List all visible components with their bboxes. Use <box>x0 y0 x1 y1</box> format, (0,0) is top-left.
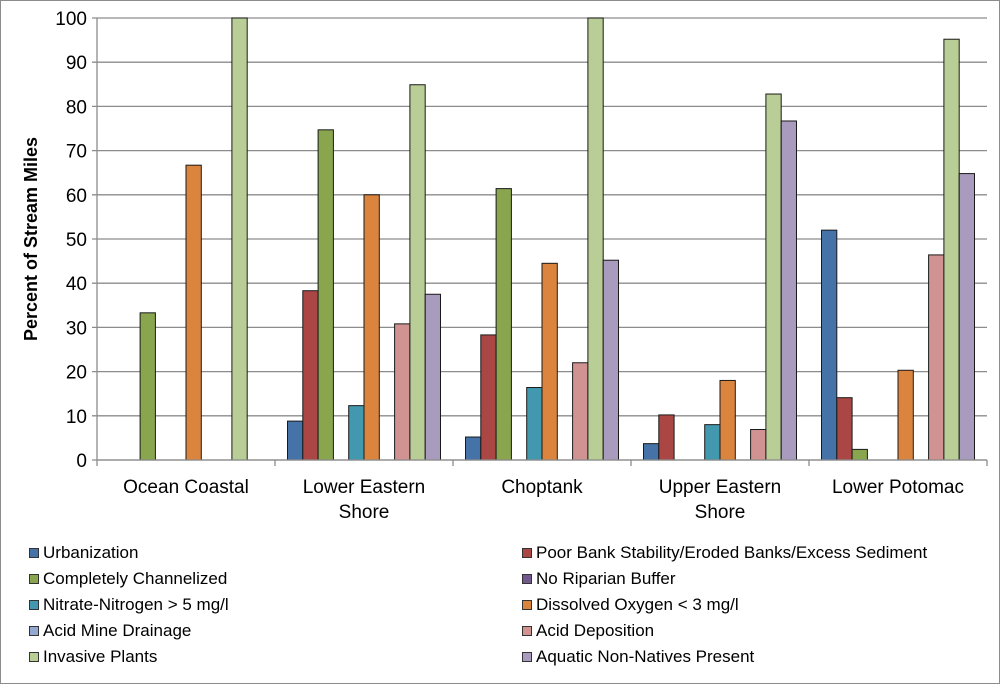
legend-label: No Riparian Buffer <box>536 569 676 588</box>
bar <box>572 362 589 461</box>
bar <box>363 194 380 461</box>
bar <box>424 293 442 461</box>
bar <box>765 93 782 461</box>
legend-swatch <box>29 600 39 610</box>
bar <box>394 323 411 461</box>
legend-item: Dissolved Oxygen < 3 mg/l <box>522 595 739 615</box>
x-tick-label: Shore <box>695 502 746 523</box>
bar <box>602 259 620 461</box>
y-tick-label: 30 <box>66 318 87 339</box>
x-tick-label: Lower Potomac <box>832 477 964 498</box>
y-axis-ticks: 0 10 20 30 40 50 60 70 80 90 100 <box>55 9 87 472</box>
bars <box>139 17 976 461</box>
y-tick-label: 80 <box>66 97 87 118</box>
x-tick-label: Choptank <box>501 477 583 498</box>
axes <box>96 18 988 466</box>
y-tick-label: 10 <box>66 407 87 428</box>
bar <box>139 312 156 461</box>
legend-item: Urbanization <box>29 543 138 563</box>
legend-label: Invasive Plants <box>43 647 158 666</box>
bar <box>287 420 304 461</box>
bar <box>587 17 604 461</box>
legend-swatch <box>522 626 532 636</box>
y-tick-label: 50 <box>66 230 87 251</box>
legend-label: Dissolved Oxygen < 3 mg/l <box>536 595 739 614</box>
legend-item: Acid Deposition <box>522 621 654 641</box>
legend-swatch <box>522 652 532 662</box>
bar <box>317 129 334 461</box>
x-axis-labels: Ocean Coastal Lower Eastern Shore Choptank U… <box>123 477 964 523</box>
bar <box>495 188 512 461</box>
y-tick-label: 90 <box>66 53 87 74</box>
legend-swatch <box>522 600 532 610</box>
bar <box>897 369 914 461</box>
bar <box>821 229 838 461</box>
legend-label: Urbanization <box>43 543 139 562</box>
bar <box>958 173 976 461</box>
y-tick-label: 20 <box>66 363 87 384</box>
bar <box>643 443 660 461</box>
bar <box>928 254 945 461</box>
bar <box>943 38 960 461</box>
legend-item: Poor Bank Stability/Eroded Banks/Excess … <box>522 543 927 563</box>
bar-chart: 0 10 20 30 40 50 60 70 80 90 100 Ocean Coastal Lowe… <box>21 9 988 523</box>
bar <box>780 120 798 461</box>
legend-label: Acid Deposition <box>536 621 655 640</box>
x-tick-label: Ocean Coastal <box>123 477 249 498</box>
legend-swatch <box>29 626 39 636</box>
legend-swatch <box>522 548 532 558</box>
legend-label: Poor Bank Stability/Eroded Banks/Excess … <box>536 543 928 562</box>
legend-label: Acid Mine Drainage <box>43 621 192 640</box>
legend-item: Completely Channelized <box>29 569 227 589</box>
legend-item: Acid Mine Drainage <box>29 621 191 641</box>
bar <box>409 84 426 461</box>
legend-item: No Riparian Buffer <box>522 569 676 589</box>
bar <box>836 397 853 461</box>
y-tick-label: 70 <box>66 142 87 163</box>
y-tick-label: 0 <box>76 451 87 472</box>
bar <box>302 290 319 461</box>
bar <box>719 379 736 461</box>
legend-swatch <box>29 652 39 662</box>
y-tick-label: 100 <box>55 9 87 30</box>
bar <box>851 448 868 461</box>
bar <box>480 334 497 461</box>
bar <box>465 436 482 461</box>
legend-item: Nitrate-Nitrogen > 5 mg/l <box>29 595 229 615</box>
legend-label: Nitrate-Nitrogen > 5 mg/l <box>43 595 229 614</box>
bar <box>704 424 721 461</box>
y-tick-label: 60 <box>66 186 87 207</box>
bar <box>185 164 202 461</box>
bar <box>658 414 675 461</box>
legend-label: Completely Channelized <box>43 569 228 588</box>
legend-item: Invasive Plants <box>29 647 157 667</box>
bar <box>541 262 558 461</box>
bar <box>526 387 543 461</box>
bar <box>348 405 365 461</box>
legend-swatch <box>29 574 39 584</box>
bar <box>231 17 248 461</box>
legend-swatch <box>29 548 39 558</box>
x-tick-label: Upper Eastern <box>659 477 782 498</box>
legend-swatch <box>522 574 532 584</box>
legend-label: Aquatic Non-Natives Present <box>536 647 755 666</box>
x-tick-label: Shore <box>339 502 390 523</box>
y-axis-label: Percent of Stream Miles <box>21 137 41 341</box>
x-tick-label: Lower Eastern <box>303 477 426 498</box>
legend-item: Aquatic Non-Natives Present <box>522 647 754 667</box>
y-tick-label: 40 <box>66 274 87 295</box>
bar <box>750 429 767 461</box>
